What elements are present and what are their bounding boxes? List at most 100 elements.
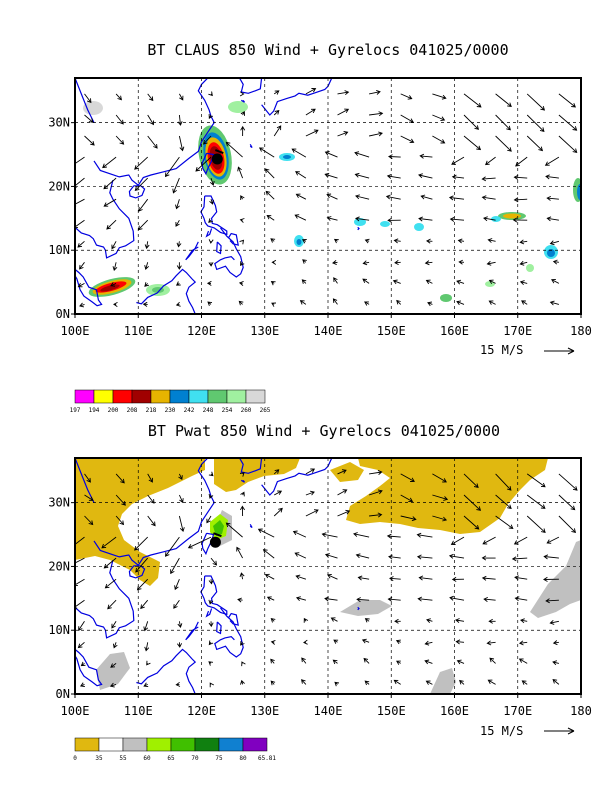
wind-vector [393,679,401,685]
wind-vector [488,300,496,305]
x-tick-label: 180 [570,324,592,338]
wind-vector [458,259,465,265]
wind-vector [175,219,180,227]
colorbar-level-label: 242 [184,407,195,414]
coastline-segment [200,195,228,236]
wind-vector [305,509,319,517]
wind-vector [324,553,338,559]
wind-vector [138,198,149,212]
wind-vector [481,555,496,561]
coastline-segment [357,606,360,611]
wind-vector [77,282,85,288]
wind-vector [144,282,150,287]
wind-vector [178,135,185,152]
wind-vector [326,193,338,200]
wind-vector [495,114,511,131]
wind-vector [332,659,338,665]
wind-vector [526,473,546,488]
panel2-title: BT Pwat 850 Wind + Gyrelocs 041025/0000 [148,422,500,440]
wind-vector [546,536,560,544]
wind-vector [448,553,465,559]
colorbar-level-label: 265 [260,407,271,414]
wind-vector [463,135,482,151]
colorbar-level-label: 55 [119,755,127,762]
gyre-center-marker [211,153,223,165]
wind-vector [302,259,307,264]
wind-vector [526,494,546,509]
wind-vector [134,156,149,170]
wind-vector [140,599,149,610]
x-tick-label: 110E [124,704,153,718]
wind-vector [144,262,150,270]
wind-vector [418,575,433,581]
wind-vector [513,197,528,203]
wind-vector [144,241,150,250]
wind-vector [400,93,413,100]
wind-vector [172,177,180,194]
wind-vector [301,279,307,284]
wind-vector [208,239,214,244]
wind-vector [305,468,316,475]
coastline-segment [75,268,103,307]
wind-vector [521,680,528,685]
wind-vector [463,114,480,130]
wind-vector [239,91,245,97]
wind-vector [79,302,85,308]
wind-vector [400,494,414,503]
wind-vector [80,661,86,667]
wind-vector [146,660,151,666]
wind-vector [526,93,546,111]
wind-vector [270,618,276,623]
x-tick-label: 170E [503,324,532,338]
wind-vector [511,556,528,562]
wind-vector [487,679,496,685]
wind-vector [301,238,307,244]
y-tick-label: 10N [48,623,70,637]
wind-vector [294,552,307,559]
wind-vector [417,596,433,602]
wind-vector [386,533,401,539]
gyre-track-arm [213,532,222,538]
wind-vector [330,617,338,622]
wind-vector [115,135,125,145]
wind-vector [513,174,528,180]
wind-vector [455,639,465,645]
wind-vector [369,89,381,95]
wind-vector [143,682,149,688]
x-tick-label: 130E [250,324,279,338]
wind-vector [396,299,402,305]
wind-vector [240,125,246,137]
wind-vector [558,515,577,534]
coastline-segment [205,228,213,238]
wind-vector [481,575,496,581]
wind-vector [103,198,117,207]
wind-vector [326,216,338,221]
wind-vector [544,156,560,166]
wind-vector [271,302,277,307]
coastline-segment [238,78,263,94]
wind-vector [240,640,245,646]
wind-vector [495,93,512,107]
wind-vector [164,536,180,557]
colorbar-level-label: 70 [191,755,199,762]
wind-vector [364,301,370,306]
wind-vector [449,216,465,222]
wind-vector [147,114,154,126]
wind-vector [305,129,319,137]
coastline-segment [357,226,360,231]
wind-vector [549,300,560,306]
wind-vector [240,505,245,517]
wind-vector [239,261,245,267]
wind-vector [208,218,213,223]
wind-vector [394,618,401,624]
wind-vector [103,177,117,190]
wind-vector [111,621,117,629]
wind-vector [237,597,243,603]
colorbar-level-label: 35 [95,755,103,762]
wind-vector [143,621,149,632]
wind-vector [543,554,559,560]
wind-vector [270,639,276,645]
wind-vector [356,597,370,603]
wind-vector [481,195,496,201]
